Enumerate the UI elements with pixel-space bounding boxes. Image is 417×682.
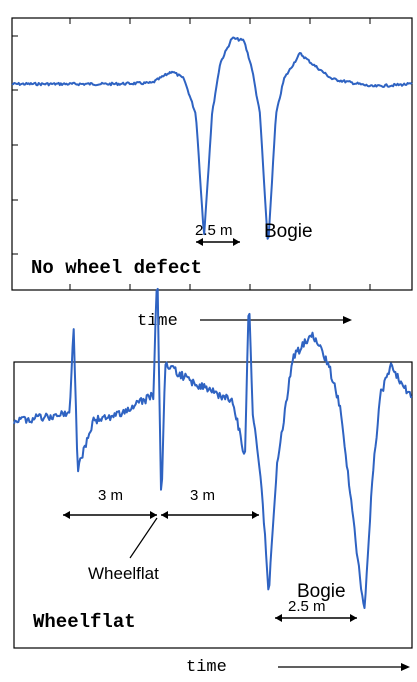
panel-title-top: No wheel defect — [31, 257, 202, 279]
tick-marks-top — [12, 18, 371, 290]
panel-bottom: Wheelflat 3 m 3 m Wheelflat Bogie 2.5 m … — [13, 287, 413, 677]
plot-frame-bottom — [13, 361, 413, 649]
time-arrowhead-top — [343, 316, 352, 324]
wheelflat-label: Wheelflat — [88, 564, 159, 583]
dist-label-2: 3 m — [190, 487, 215, 504]
bogie-label-top: Bogie — [264, 221, 313, 242]
panel-top: No wheel defect 2.5 m Bogie time — [11, 17, 413, 331]
dist-label-1: 3 m — [98, 487, 123, 504]
signal-line-top — [11, 36, 413, 240]
span-label-top: 2.5 m — [195, 222, 233, 239]
panel-title-bottom: Wheelflat — [33, 611, 136, 633]
bogie-label-bottom: Bogie — [297, 581, 346, 602]
time-arrowhead-bottom — [401, 663, 410, 671]
span-label-bottom: 2.5 m — [288, 598, 326, 615]
signal-line-bottom — [13, 287, 413, 609]
wheelflat-pointer — [129, 517, 158, 559]
x-label-bottom: time — [186, 658, 227, 677]
plot-frame-top — [11, 17, 413, 291]
